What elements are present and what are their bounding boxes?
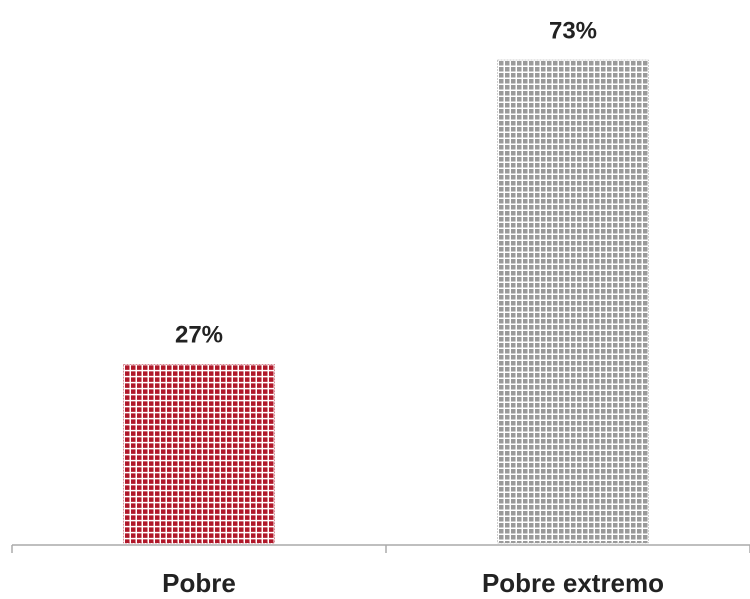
x-tick-label: Pobre [162,568,236,598]
value-label: 27% [175,322,223,349]
x-tick-label: Pobre extremo [482,568,664,598]
bar [123,364,275,544]
value-label: 73% [549,17,597,44]
bar [497,59,649,544]
